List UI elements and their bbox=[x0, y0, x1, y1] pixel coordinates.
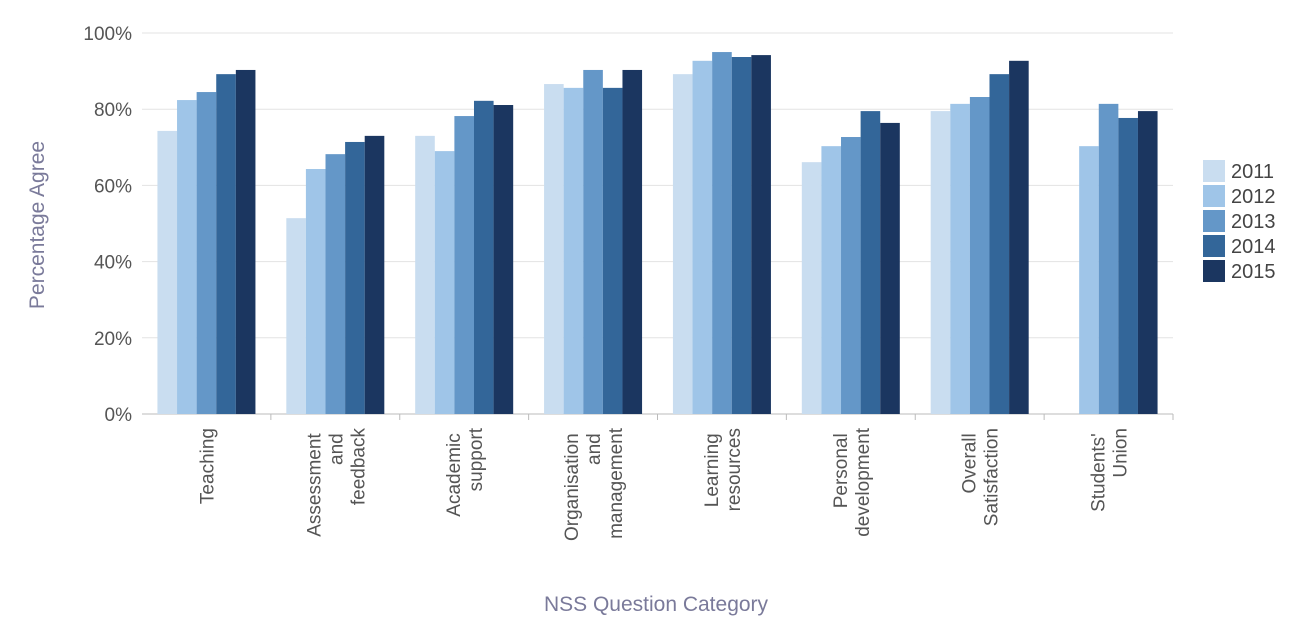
bar bbox=[751, 55, 771, 415]
legend-label: 2011 bbox=[1231, 161, 1274, 183]
bar bbox=[950, 103, 970, 414]
y-tick-label: 80% bbox=[94, 100, 132, 121]
bar bbox=[860, 111, 881, 414]
bar bbox=[305, 169, 326, 414]
bar bbox=[583, 69, 603, 414]
bar bbox=[1118, 117, 1138, 414]
bar bbox=[622, 69, 643, 414]
bar bbox=[1009, 60, 1029, 415]
x-tick-label: Personal development bbox=[831, 427, 874, 537]
bar bbox=[692, 60, 713, 415]
bar bbox=[1079, 146, 1099, 415]
legend-label: 2014 bbox=[1231, 236, 1276, 258]
bar bbox=[415, 135, 435, 414]
bar bbox=[216, 74, 236, 414]
bar bbox=[712, 52, 732, 415]
legend-label: 2012 bbox=[1231, 186, 1276, 208]
legend-label: 2013 bbox=[1231, 211, 1276, 233]
bar bbox=[544, 84, 564, 414]
y-axis-title: Percentage Agree bbox=[26, 141, 49, 309]
bar bbox=[1137, 111, 1158, 414]
bar bbox=[434, 151, 455, 415]
bar bbox=[801, 162, 822, 414]
bar bbox=[930, 111, 951, 414]
bar bbox=[235, 69, 256, 414]
bar bbox=[196, 92, 217, 415]
bar bbox=[286, 218, 306, 414]
x-tick-label: Academic support bbox=[444, 427, 487, 516]
bar bbox=[473, 100, 494, 415]
x-tick-label: Assessment and feedback bbox=[304, 428, 369, 537]
bar bbox=[454, 116, 474, 415]
legend-label: 2015 bbox=[1231, 261, 1276, 283]
x-axis-title: NSS Question Category bbox=[544, 593, 769, 616]
x-tick-label: Overall Satisfaction bbox=[960, 428, 1003, 526]
bar bbox=[969, 97, 990, 415]
bar bbox=[345, 141, 365, 414]
x-tick-label: Teaching bbox=[197, 428, 218, 504]
bar bbox=[989, 74, 1010, 414]
x-tick-label: Organisation and management bbox=[562, 427, 627, 541]
y-tick-label: 20% bbox=[94, 329, 132, 350]
bar bbox=[1098, 103, 1119, 414]
y-tick-label: 100% bbox=[83, 24, 132, 45]
bar bbox=[821, 146, 842, 415]
bar bbox=[672, 74, 693, 414]
y-tick-label: 0% bbox=[105, 405, 133, 426]
legend-swatch bbox=[1203, 210, 1225, 232]
bar bbox=[841, 137, 861, 414]
bar bbox=[602, 87, 623, 414]
y-tick-label: 60% bbox=[94, 176, 132, 197]
bar bbox=[563, 87, 584, 414]
bar bbox=[364, 135, 385, 414]
x-tick-label: Learning resources bbox=[702, 428, 745, 511]
x-tick-label: Students' Union bbox=[1089, 428, 1132, 512]
bar bbox=[157, 130, 178, 415]
bar bbox=[325, 154, 346, 414]
legend-swatch bbox=[1203, 260, 1225, 282]
legend-swatch bbox=[1203, 160, 1225, 182]
legend-swatch bbox=[1203, 235, 1225, 257]
bar bbox=[493, 105, 514, 414]
bar bbox=[731, 57, 752, 415]
bar bbox=[177, 100, 197, 414]
legend-swatch bbox=[1203, 185, 1225, 207]
bar bbox=[880, 122, 900, 414]
y-tick-label: 40% bbox=[94, 253, 132, 274]
